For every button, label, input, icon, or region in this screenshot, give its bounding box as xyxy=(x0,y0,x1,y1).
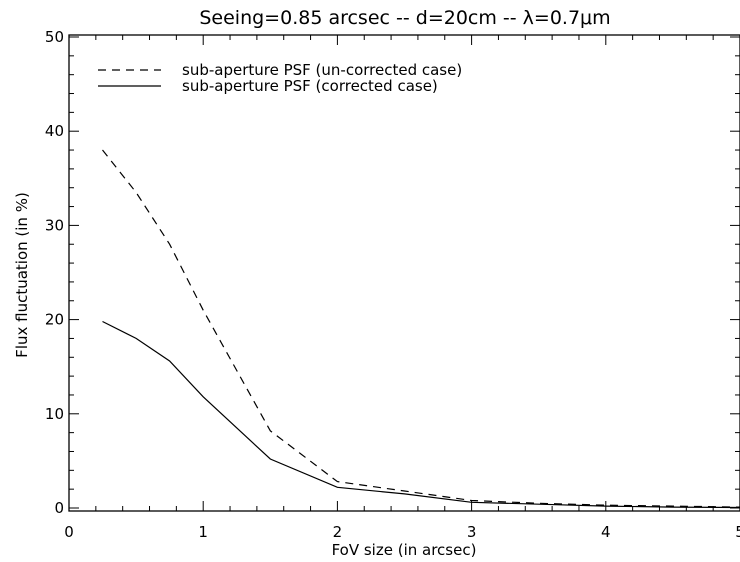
y-tick-label: 50 xyxy=(45,28,64,46)
y-tick-label: 0 xyxy=(54,499,64,517)
chart-title: Seeing=0.85 arcsec -- d=20cm -- λ=0.7μm xyxy=(199,7,610,29)
series-line-uncorrected xyxy=(102,149,740,508)
y-tick-label: 30 xyxy=(45,216,64,234)
plot-frame xyxy=(68,34,740,512)
x-tick-label: 5 xyxy=(735,523,740,541)
legend-label: sub-aperture PSF (corrected case) xyxy=(182,77,438,95)
x-tick-label: 4 xyxy=(601,523,611,541)
y-axis-label: Flux fluctuation (in %) xyxy=(13,192,31,358)
x-tick-label: 1 xyxy=(198,523,208,541)
y-tick-label: 40 xyxy=(45,122,64,140)
x-axis-label: FoV size (in arcsec) xyxy=(332,541,477,559)
y-tick-label: 10 xyxy=(45,405,64,423)
x-tick-label: 0 xyxy=(64,523,74,541)
x-tick-label: 2 xyxy=(333,523,343,541)
y-tick-label: 20 xyxy=(45,311,64,329)
x-tick-label: 3 xyxy=(467,523,477,541)
legend-label: sub-aperture PSF (un-corrected case) xyxy=(182,61,462,79)
series-line-corrected xyxy=(102,320,740,509)
legend: sub-aperture PSF (un-corrected case)sub-… xyxy=(98,61,462,95)
